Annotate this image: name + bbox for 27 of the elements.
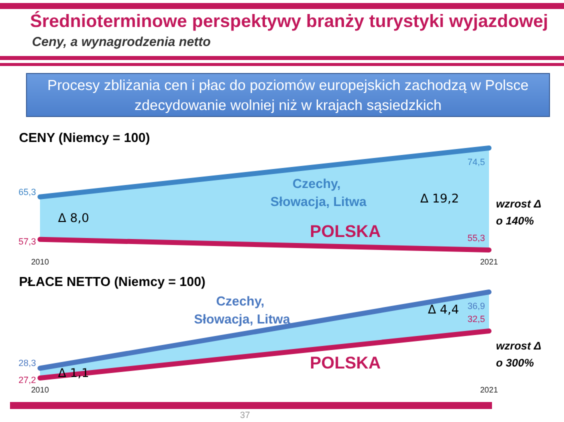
series-label: Czechy, Słowacja, Litwa xyxy=(270,176,368,210)
data-label: 74,5 xyxy=(467,157,485,167)
series-label: POLSKA xyxy=(310,354,381,373)
x-tick-label: 2021 xyxy=(480,386,498,394)
data-label: 28,3 xyxy=(18,358,36,368)
x-tick-label: 2021 xyxy=(480,258,498,266)
text: Ceny, a wynagrodzenia netto xyxy=(32,34,211,49)
data-label: 65,3 xyxy=(18,186,36,197)
x-tick-label: 2010 xyxy=(31,386,50,394)
annotation: Δ 19,2 xyxy=(420,191,459,206)
chart-title: CENY (Niemcy = 100) xyxy=(19,130,150,145)
data-label: 32,5 xyxy=(467,314,485,324)
x-tick-label: 2010 xyxy=(31,258,50,266)
data-label: 57,3 xyxy=(18,236,36,246)
text: 37 xyxy=(238,410,251,420)
data-label: 55,3 xyxy=(467,233,485,243)
series-label: Czechy, Słowacja, Litwa xyxy=(194,293,291,326)
text: Procesy zbliżania cen i płac do poziomów europejskich zachodzą w Polsce zdecydowanie wolniej niż w krajach sąsiedzkich xyxy=(26,73,550,117)
text: Średnioterminowe perspektywy branży turystyki wyjazdowej xyxy=(30,11,548,32)
annotation: Δ 8,0 xyxy=(58,211,90,226)
series-label: POLSKA xyxy=(310,222,381,242)
annotation: wzrost Δ o 300% xyxy=(496,340,542,370)
annotation: Δ 4,4 xyxy=(428,302,459,317)
data-label: 36,9 xyxy=(467,301,485,311)
chart-title: PŁACE NETTO (Niemcy = 100) xyxy=(19,274,206,289)
data-label: 27,2 xyxy=(18,375,36,385)
annotation: wzrost Δ o 140% xyxy=(496,198,542,228)
